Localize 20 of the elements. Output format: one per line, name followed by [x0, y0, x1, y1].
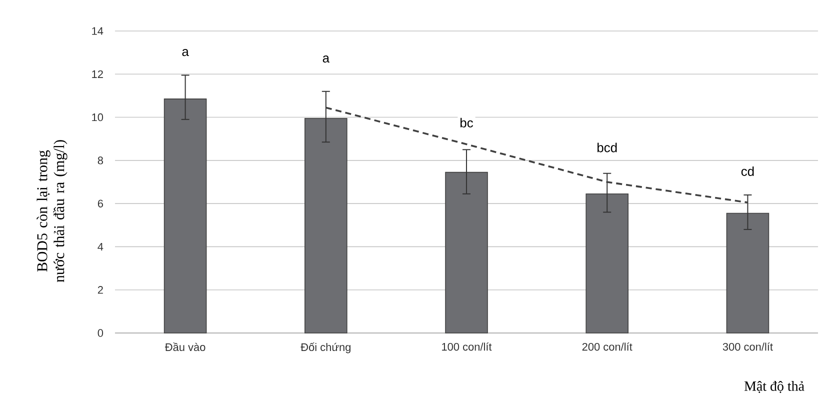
y-tick-label: 6	[98, 200, 103, 208]
y-tick-label: 14	[92, 27, 104, 35]
y-tick-label: 10	[92, 113, 104, 122]
annotation: a	[182, 49, 189, 56]
x-axis-title: Mật độ thả	[744, 380, 804, 394]
annotation: bcd	[598, 142, 617, 152]
y-tick-label: 4	[98, 242, 104, 250]
x-tick-label: 100 con/lít	[442, 342, 492, 351]
annotation: bc	[460, 118, 474, 128]
y-tick-label: 8	[98, 156, 103, 164]
y-tick-label: 2	[98, 286, 103, 294]
y-axis-title: BOD5 còn lại trong nước thải đầu ra (mg/l)	[36, 140, 68, 282]
x-tick-label: 200 con/lít	[582, 342, 632, 351]
x-tick-label: 300 con/lít	[722, 342, 773, 351]
x-tick-label: Đối chứng	[300, 342, 350, 354]
y-tick-label: 0	[98, 329, 104, 337]
annotation: a	[322, 55, 330, 63]
y-tick-label: 12	[92, 70, 103, 78]
x-tick-label: Đầu vào	[164, 342, 206, 352]
annotation: cd	[741, 166, 754, 176]
